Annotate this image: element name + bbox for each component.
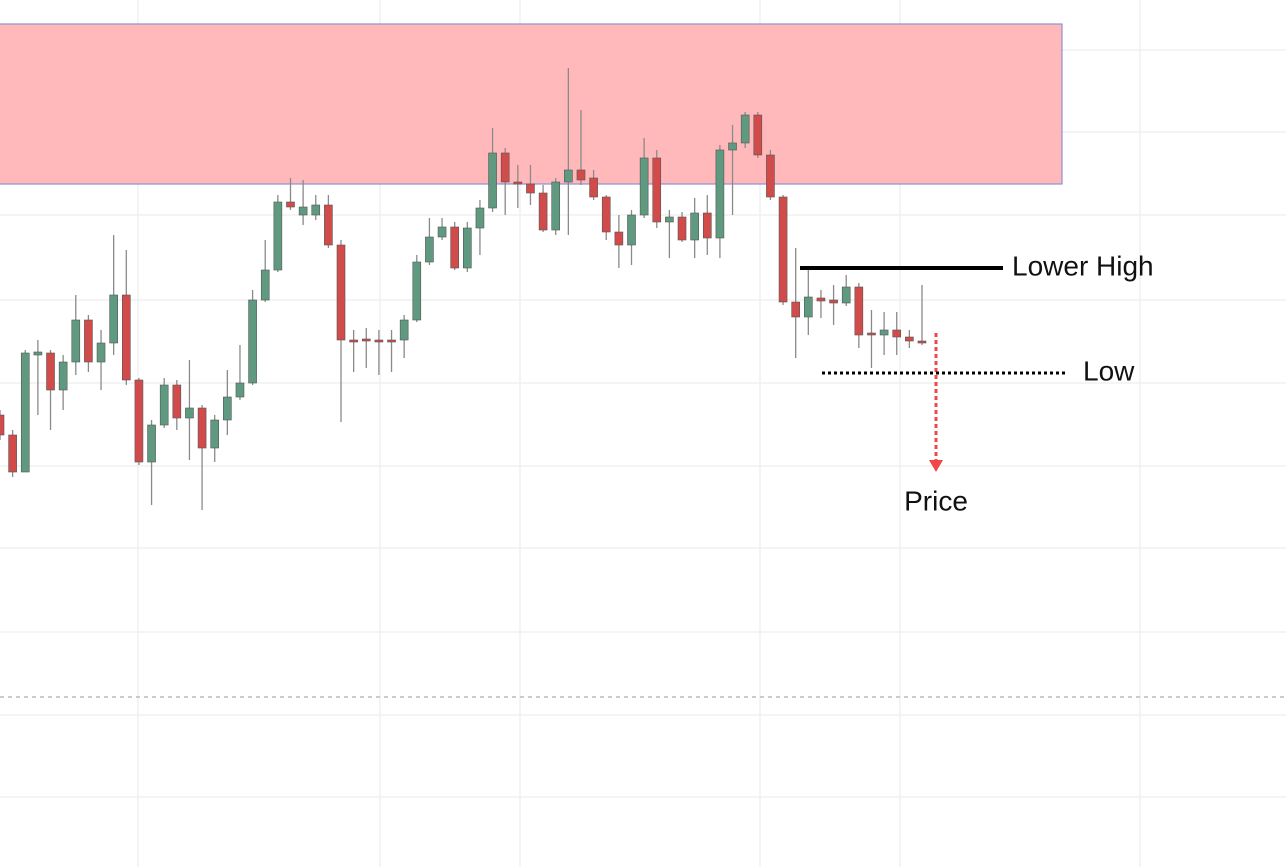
candle-body [147,424,156,463]
candle-body [248,299,257,384]
candle-body [513,181,523,185]
candle-body [437,226,447,238]
candle-body [159,384,169,426]
candle-body [854,286,864,336]
candle-body [260,269,270,301]
candle-body [589,177,598,198]
candle-body [905,336,914,342]
level-label: Low [1083,355,1135,386]
candle-body [500,152,510,183]
candle-body [20,352,30,473]
candle-body [601,196,611,233]
candle-body [702,212,712,239]
candle-body [58,361,68,391]
candle-body [488,152,497,209]
candle-body [399,319,409,341]
candle-body [715,149,725,239]
candle-body [829,299,838,304]
candle-body [286,201,295,208]
candle-body [879,329,889,336]
candle-body [475,207,485,229]
candle-body [614,231,624,246]
candle-body [740,114,750,144]
candle-body [46,352,55,391]
candle-body [33,351,43,356]
candle-body [867,332,876,336]
candle-body [109,294,118,344]
candle-body [0,414,5,436]
resistance-zone [0,23,1063,185]
candle-body [564,169,573,183]
candle-body [665,216,674,223]
candle-body [134,379,144,463]
candle-body [576,169,586,181]
candle-body [450,226,459,269]
candle-body [197,407,207,449]
price-arrow-head [929,460,943,472]
candle-body [71,319,81,363]
candle-body [639,157,649,216]
candle-body [412,261,422,321]
candle-body [526,183,535,194]
candle-body [172,384,182,419]
candle-body [841,286,851,304]
candle-body [677,216,687,241]
candle-body [425,236,434,263]
candle-body [122,294,131,381]
candle-body [804,296,813,318]
candle-body [538,192,548,231]
candle-body [210,419,220,449]
candle-body [627,214,636,246]
candle-body [917,340,927,344]
candle-body [652,157,662,223]
candle-body [223,396,232,421]
candle-body [185,407,194,419]
candle-body [791,301,800,318]
level-label: Lower High [1012,250,1154,281]
candle-body [349,339,358,343]
candle-body [387,339,396,343]
candle-body [298,206,308,216]
candle-body [361,338,371,342]
candle-body [374,339,384,343]
candle-body [551,181,561,231]
candle-body [892,329,902,338]
candle-body [324,204,333,246]
candle-body [8,434,17,473]
candle-body [235,382,245,398]
candle-body [728,142,737,151]
candle-body [690,212,699,241]
candle-body [336,244,346,341]
candle-body [766,154,775,198]
candle-body [96,342,106,363]
candle-body [778,196,788,303]
candle-body [84,319,93,363]
candle-body [311,204,321,216]
price-label: Price [904,485,968,516]
candle-body [753,114,763,156]
candle-body [273,201,283,271]
candle-body [463,227,472,269]
candle-body [816,297,826,302]
